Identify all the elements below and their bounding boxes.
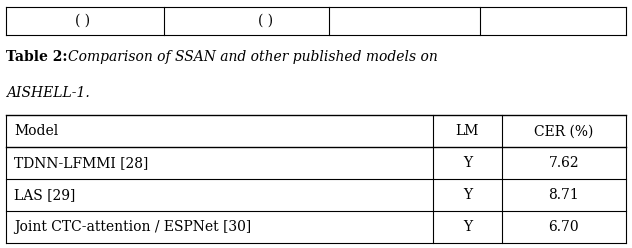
Text: 7.62: 7.62 — [549, 156, 579, 170]
Text: ( ): ( ) — [75, 14, 90, 28]
Text: Y: Y — [463, 188, 472, 202]
Text: Y: Y — [463, 156, 472, 170]
Text: Y: Y — [463, 220, 472, 234]
Text: AISHELL-1.: AISHELL-1. — [6, 86, 90, 99]
Text: LM: LM — [456, 124, 479, 138]
Text: LAS [29]: LAS [29] — [14, 188, 75, 202]
Text: 8.71: 8.71 — [549, 188, 579, 202]
Text: 6.70: 6.70 — [549, 220, 579, 234]
Text: TDNN-LFMMI [28]: TDNN-LFMMI [28] — [14, 156, 149, 170]
Text: Model: Model — [14, 124, 58, 138]
Text: CER (%): CER (%) — [534, 124, 593, 138]
Text: ( ): ( ) — [258, 14, 273, 28]
Text: Joint CTC-attention / ESPNet [30]: Joint CTC-attention / ESPNet [30] — [14, 220, 251, 234]
Text: Table 2:: Table 2: — [6, 50, 73, 63]
Text: Comparison of SSAN and other published models on: Comparison of SSAN and other published m… — [68, 50, 438, 63]
